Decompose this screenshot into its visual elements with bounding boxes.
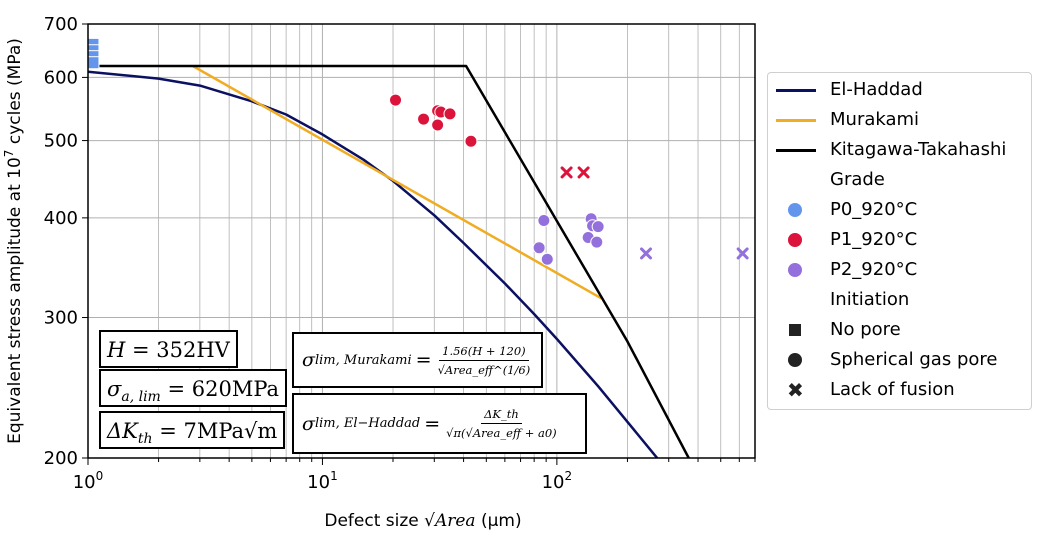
y-tick-label: 600: [44, 67, 78, 88]
murakami-lhs-symbol: σ: [302, 349, 315, 371]
plot-frame: [87, 23, 756, 459]
data-point-cross: [640, 247, 653, 260]
data-point-circle: [532, 241, 546, 255]
annotation-elhaddad-formula: σ lim, El−Haddad = ΔK_th √π(√Area_eff + a0…: [292, 393, 587, 454]
circle-marker-icon: [788, 353, 802, 367]
legend-label: No pore: [830, 319, 901, 340]
sigma-lim-symbol: σ: [107, 377, 122, 401]
legend-label: P2_920°C: [830, 259, 918, 280]
equals-sign: =: [424, 412, 441, 435]
axis-ticks: 200 300 400 500 600 700 100 101 102: [44, 14, 756, 493]
annotation-delta-k: ΔKth = 7MPa√m: [99, 411, 286, 449]
cross-stroke: [736, 247, 749, 260]
annotation-sigma-lim: σa, lim = 620MPa: [99, 369, 288, 407]
legend-swatch-el-haddad: [776, 89, 816, 92]
delta-k-value: = 7MPa√m: [152, 419, 278, 443]
cross-stroke: [560, 166, 573, 179]
data-point-circle: [590, 235, 604, 249]
annotation-murakami-formula: σ lim, Murakami = 1.56(H + 120) √Area_eff^…: [292, 332, 543, 388]
legend-label: P1_920°C: [830, 229, 918, 250]
hardness-symbol: H: [107, 338, 126, 362]
equals-sign: =: [415, 349, 432, 371]
legend-label: Initiation: [830, 289, 910, 310]
y-tick-label: 300: [44, 308, 78, 329]
delta-k-sub: th: [137, 431, 153, 448]
murakami-lhs-sub: lim, Murakami: [314, 352, 412, 368]
legend-dot-p0: [788, 203, 802, 217]
elhaddad-fraction: ΔK_th √π(√Area_eff + a0): [446, 407, 556, 440]
legend-swatch-murakami: [776, 119, 816, 122]
chart-series: [88, 64, 690, 458]
murakami-fraction: 1.56(H + 120) √Area_eff^(1/6): [438, 344, 531, 377]
hardness-value: = 352HV: [125, 338, 230, 362]
annotation-hardness: H = 352HV: [99, 330, 238, 368]
square-marker-icon: [789, 324, 801, 336]
x-tick-label: 102: [542, 469, 573, 493]
series-line-kitagawa-takahashi: [88, 64, 690, 458]
y-tick-label: 400: [44, 208, 78, 229]
y-tick-label: 200: [44, 448, 78, 469]
delta-k-symbol: ΔK: [107, 419, 138, 443]
y-axis-title: Equivalent stress amplitude at 107 cycle…: [2, 38, 25, 444]
data-point-circle: [591, 220, 605, 234]
elhaddad-denominator: √π(√Area_eff + a0): [446, 426, 557, 440]
data-point-cross: [577, 166, 590, 179]
data-point-square: [86, 56, 100, 70]
y-tick-label: 700: [44, 14, 78, 35]
data-point-cross: [736, 247, 749, 260]
chart-markers: [86, 37, 749, 266]
legend-label: P0_920°C: [830, 199, 918, 220]
cross-stroke: [577, 166, 590, 179]
legend-label: Spherical gas pore: [830, 349, 998, 370]
elhaddad-lhs-symbol: σ: [302, 412, 315, 435]
chart-legend: El-Haddad Murakami Kitagawa-Takahashi Gr…: [767, 72, 1032, 410]
x-tick-label: 100: [73, 469, 104, 493]
series-line-el-haddad: [88, 70, 659, 458]
legend-label: Kitagawa-Takahashi: [830, 139, 1007, 160]
data-point-circle: [540, 252, 554, 266]
elhaddad-lhs-sub: lim, El−Haddad: [314, 416, 421, 431]
data-point-circle: [431, 118, 445, 132]
cross-marker-icon: ✖: [787, 378, 804, 402]
data-point-circle: [417, 112, 431, 126]
x-tick-label: 101: [307, 469, 338, 493]
legend-dot-p1: [788, 233, 802, 247]
y-tick-label: 500: [44, 131, 78, 152]
murakami-denominator: √Area_eff^(1/6): [437, 362, 531, 377]
data-point-cross: [560, 166, 573, 179]
data-point-circle: [537, 213, 551, 227]
sigma-lim-sub: a, lim: [121, 389, 161, 406]
sigma-lim-value: = 620MPa: [160, 377, 280, 401]
legend-label: Murakami: [830, 109, 920, 130]
data-point-circle: [443, 107, 457, 121]
data-point-circle: [389, 93, 403, 107]
elhaddad-numerator: ΔK_th: [481, 407, 522, 424]
legend-label: Grade: [830, 169, 885, 190]
cross-stroke: [640, 247, 653, 260]
legend-label: Lack of fusion: [830, 379, 955, 400]
legend-dot-p2: [788, 263, 802, 277]
murakami-numerator: 1.56(H + 120): [439, 344, 529, 361]
x-axis-title: Defect size √Area (µm): [324, 511, 521, 531]
legend-swatch-kitagawa: [776, 149, 816, 152]
series-line-murakami: [192, 64, 603, 300]
data-point-circle: [464, 134, 478, 148]
legend-label: El-Haddad: [830, 79, 923, 100]
